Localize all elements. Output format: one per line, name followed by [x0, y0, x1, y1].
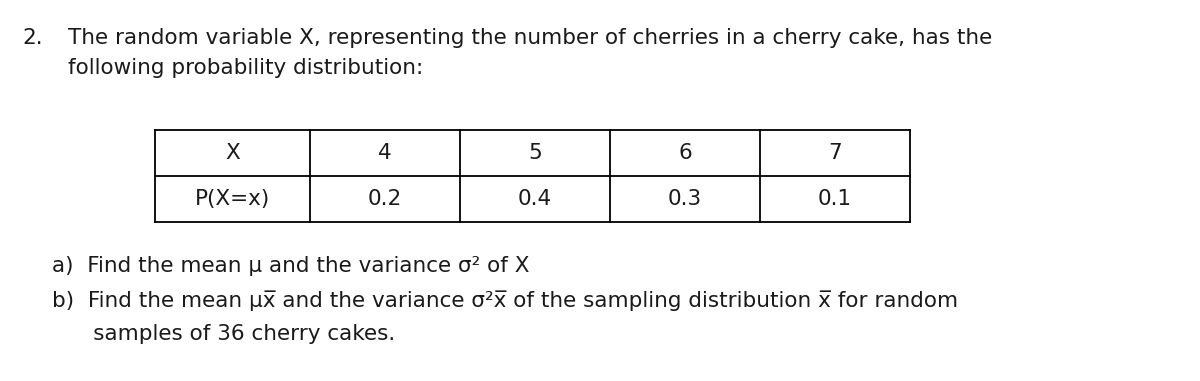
Text: P(X=x): P(X=x) [194, 189, 270, 209]
Text: 0.2: 0.2 [368, 189, 402, 209]
Text: samples of 36 cherry cakes.: samples of 36 cherry cakes. [52, 324, 395, 344]
Text: a)  Find the mean μ and the variance σ² of X: a) Find the mean μ and the variance σ² o… [52, 256, 529, 276]
Text: 7: 7 [828, 143, 842, 163]
Text: X: X [226, 143, 240, 163]
Text: 2.: 2. [22, 28, 43, 48]
Text: following probability distribution:: following probability distribution: [68, 58, 424, 78]
Text: The random variable X, representing the number of cherries in a cherry cake, has: The random variable X, representing the … [68, 28, 992, 48]
Text: 5: 5 [528, 143, 542, 163]
Text: 4: 4 [378, 143, 392, 163]
Text: 6: 6 [678, 143, 692, 163]
Text: 0.1: 0.1 [818, 189, 852, 209]
Text: b)  Find the mean μx̅ and the variance σ²x̅ of the sampling distribution x̅ for : b) Find the mean μx̅ and the variance σ²… [52, 290, 958, 311]
Text: 0.3: 0.3 [668, 189, 702, 209]
Text: 0.4: 0.4 [518, 189, 552, 209]
